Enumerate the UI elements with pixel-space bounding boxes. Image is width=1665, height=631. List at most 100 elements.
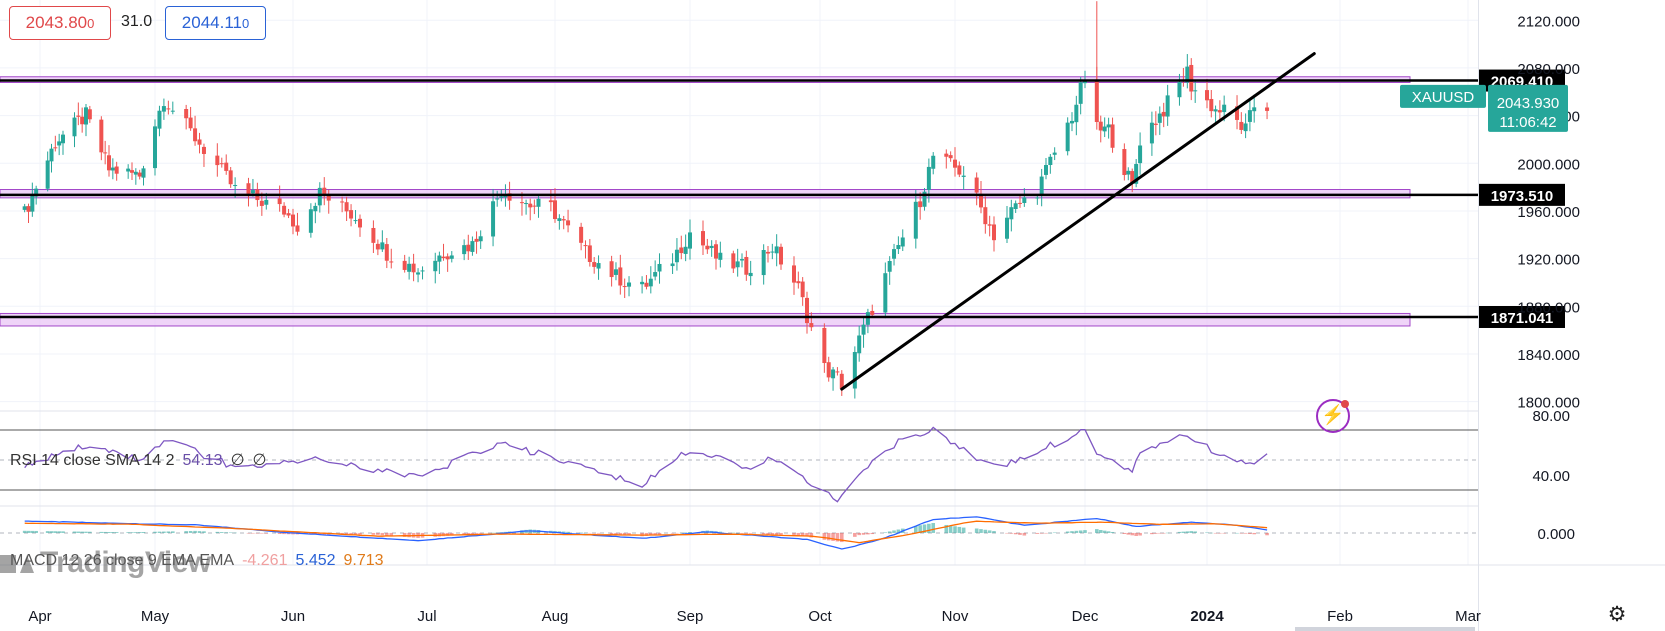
candle-body <box>503 195 508 198</box>
macd-hist-bar <box>389 532 394 536</box>
macd-hist-bar <box>407 532 411 538</box>
candle-body <box>592 262 597 267</box>
macd-hist-bar <box>1161 532 1166 534</box>
candle-body <box>326 194 331 201</box>
candle-body <box>852 351 857 389</box>
trendline[interactable] <box>840 52 1316 391</box>
macd-hist-bar <box>592 532 596 534</box>
macd-hist-bar <box>953 526 957 533</box>
time-tick-3: Jul <box>417 608 436 625</box>
macd-hist-bar <box>566 531 570 533</box>
candle-body <box>474 238 479 242</box>
macd-hist-bar <box>166 531 171 533</box>
macd-hist-bar <box>853 532 857 537</box>
spread-value: 31.0 <box>121 13 153 30</box>
candle-body <box>953 159 957 168</box>
macd-hist-bar <box>670 532 675 534</box>
macd-hist-bar <box>99 531 104 533</box>
macd-hist-bar <box>766 532 770 535</box>
macd-line <box>24 516 1268 550</box>
time-tick-6: Oct <box>808 608 832 625</box>
candle-body <box>411 263 416 273</box>
macd-hist-bar <box>264 532 269 534</box>
macd-hist-bar <box>1065 531 1070 533</box>
macd-hist-bar <box>103 531 107 533</box>
time-axis: Apr May Jun Jul Aug Sep Oct Nov Dec 2024 Feb Mar <box>28 608 1481 631</box>
candle-body <box>224 162 229 171</box>
macd-hist-bar <box>1177 531 1182 533</box>
candle-body <box>76 115 81 117</box>
candle-body <box>466 244 471 252</box>
macd-hist-bar <box>255 532 260 534</box>
macd-legend[interactable]: MACD 12 26 close 9 EMA EMA -4.261 5.452 9.7… <box>10 552 392 570</box>
candle-body <box>553 200 557 220</box>
macd-hist-bar <box>918 525 922 533</box>
candle-body <box>944 153 949 157</box>
candle-body <box>627 282 632 287</box>
macd-hist-bar <box>188 530 193 533</box>
macd-hist-bar <box>931 522 936 533</box>
macd-hist-bar <box>277 532 282 534</box>
macd-hist-bar <box>474 532 479 534</box>
macd-label: MACD 12 26 close 9 EMA EMA <box>10 552 235 569</box>
candle-body <box>1122 149 1127 176</box>
macd-hist-bar <box>748 532 753 534</box>
candle-body <box>839 373 844 389</box>
macd-hist-bar <box>1248 532 1252 534</box>
price-axis: 2069.4101973.5101871.0412120.0002080.000… <box>1400 13 1580 412</box>
candle-body <box>264 199 269 205</box>
candle-body <box>53 147 58 149</box>
level-tag-bg-2 <box>1479 305 1565 328</box>
macd-hist-bar <box>740 532 744 534</box>
candle-body <box>679 247 684 254</box>
macd-hist-bar <box>1052 532 1057 534</box>
macd-hist-bar <box>1013 532 1018 535</box>
gear-icon[interactable]: ⚙ <box>1607 603 1627 626</box>
candle-body <box>883 273 888 313</box>
candle-body <box>770 251 775 253</box>
candle-body <box>613 269 618 275</box>
candle-body <box>857 335 862 354</box>
macd-hist-bar <box>1154 532 1158 534</box>
candle-body <box>1243 123 1248 132</box>
candle-body <box>974 177 979 193</box>
macd-hist-bar <box>1074 530 1079 533</box>
macd-hist-bar <box>126 532 130 533</box>
candle-body <box>72 117 77 137</box>
macd-hist-bar <box>622 532 627 536</box>
candle-body <box>170 110 175 112</box>
candle-body <box>228 170 233 185</box>
macd-hist-bar <box>914 525 918 533</box>
macd-hist-bar <box>1222 532 1226 534</box>
candle-body <box>1134 164 1139 184</box>
macd-hist-bar <box>761 532 766 535</box>
candle-body <box>805 297 809 324</box>
candle-body <box>1126 170 1131 175</box>
candle-body <box>1209 98 1214 112</box>
candle-body <box>1070 120 1074 124</box>
macd-hist-bar <box>1070 531 1074 533</box>
time-tick-5: Sep <box>677 608 704 625</box>
candle-body <box>918 201 923 208</box>
macd-hist-bar <box>1078 530 1083 533</box>
buy-price-button[interactable]: 2044.11 0 <box>165 6 266 40</box>
candle-body <box>80 116 85 125</box>
candle-body <box>1157 113 1162 123</box>
sell-price-button[interactable]: 2043.80 0 <box>9 6 111 40</box>
rsi-legend[interactable]: RSI 14 close SMA 14 2 54.13 ∅ ∅ <box>10 450 274 470</box>
candle-body <box>197 139 202 145</box>
macd-hist-bar <box>944 524 949 533</box>
time-tick-10: Feb <box>1327 608 1353 625</box>
macd-hist-bar <box>892 530 896 533</box>
symbol-tag: XAUUSD <box>1412 89 1475 106</box>
macd-hist-bar <box>627 532 631 536</box>
lightning-alert-icon[interactable]: ⚡ <box>1316 399 1350 433</box>
macd-hist-bar <box>478 532 483 534</box>
candle-body <box>1161 111 1166 117</box>
candle-body <box>761 250 766 276</box>
candle-body <box>1177 82 1182 98</box>
candle-body <box>449 255 454 259</box>
macd-hist-bar <box>57 531 61 533</box>
macd-hist-bar <box>861 532 866 535</box>
